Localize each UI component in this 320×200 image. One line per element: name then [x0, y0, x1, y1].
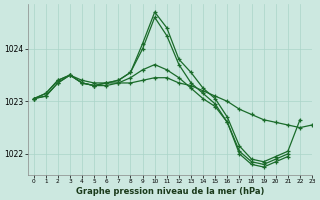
X-axis label: Graphe pression niveau de la mer (hPa): Graphe pression niveau de la mer (hPa): [76, 187, 264, 196]
